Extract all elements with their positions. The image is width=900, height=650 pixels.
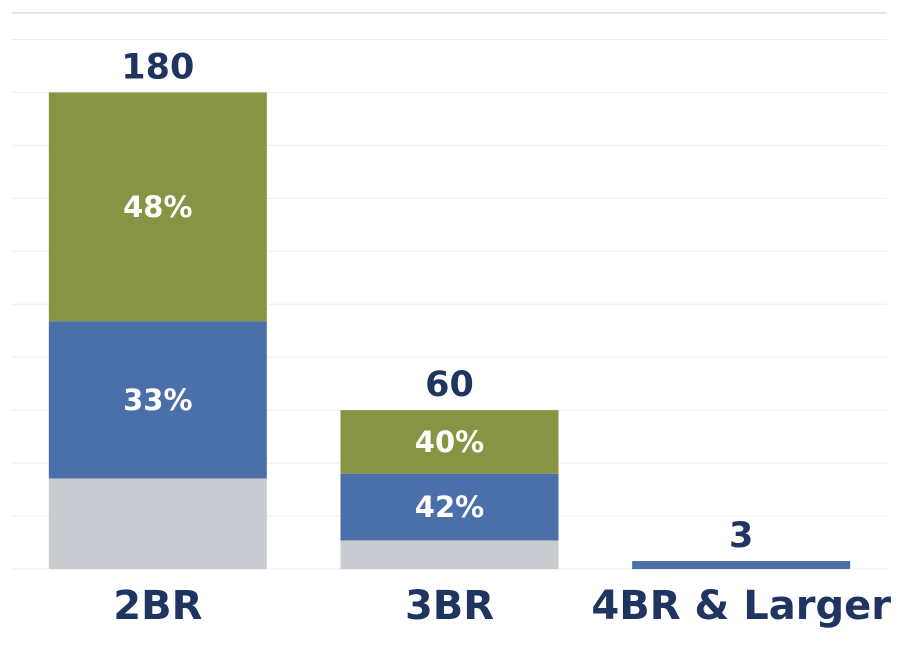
total-label: 3 <box>729 516 753 556</box>
bar-segment <box>48 92 267 322</box>
segment-label: 33% <box>123 383 192 417</box>
segment-label: 48% <box>123 190 192 224</box>
x-tick-label: 3BR <box>405 583 494 629</box>
bar-segment <box>48 321 267 479</box>
x-tick-label: 4BR & Larger <box>591 583 891 629</box>
total-label: 180 <box>121 47 194 87</box>
bar-segment <box>340 540 559 569</box>
bar-segment <box>340 410 559 474</box>
bar-segment <box>632 561 851 569</box>
segment-label: 42% <box>415 490 484 524</box>
bar-segment <box>48 478 267 569</box>
bar-segment <box>340 473 559 541</box>
x-tick-label: 2BR <box>113 583 202 629</box>
segment-label: 40% <box>415 425 484 459</box>
total-label: 60 <box>425 365 474 405</box>
